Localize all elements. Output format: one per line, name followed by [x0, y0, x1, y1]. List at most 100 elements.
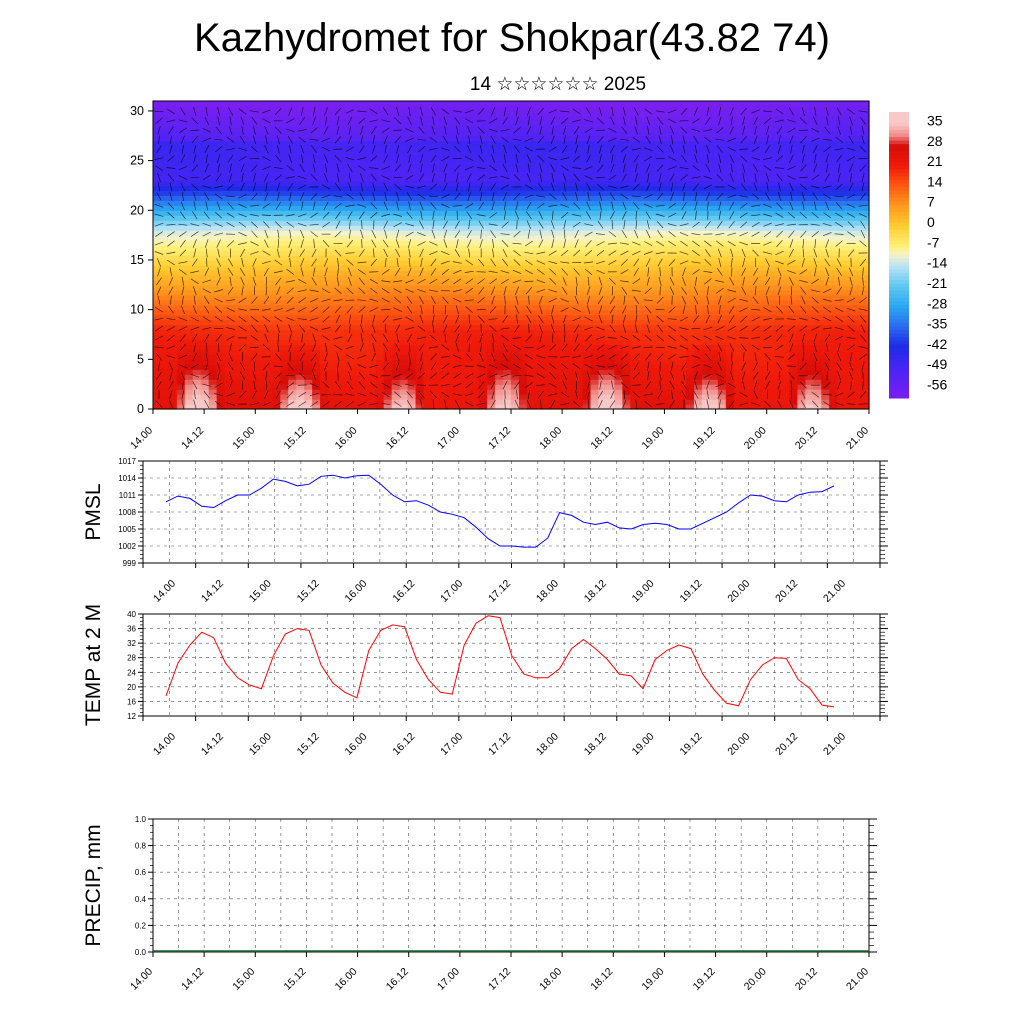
heatmap-cell — [335, 205, 345, 211]
heatmap-cell — [789, 319, 798, 326]
heatmap-cell — [495, 264, 504, 271]
heatmap-cell — [813, 195, 822, 201]
heatmap-cell — [582, 269, 592, 276]
heatmap-cell — [797, 150, 806, 157]
heatmap-cell — [391, 299, 401, 306]
heatmap-cell — [662, 329, 671, 336]
heatmap-cell — [503, 245, 512, 251]
heatmap-cell — [693, 165, 703, 172]
heatmap-cell — [550, 344, 560, 350]
heatmap-cell — [837, 304, 846, 311]
heatmap-cell — [343, 210, 353, 216]
heatmap-cell — [518, 319, 528, 326]
heatmap-cell — [526, 145, 536, 152]
heatmap-cell — [701, 404, 711, 410]
heatmap-cell — [288, 215, 297, 221]
heatmap-cell — [829, 334, 838, 341]
heatmap-cell — [153, 389, 162, 395]
heatmap-cell — [232, 404, 242, 410]
heatmap-cell — [797, 170, 806, 177]
heatmap-cell — [598, 384, 608, 390]
heatmap-cell — [534, 304, 544, 311]
heatmap-cell — [359, 130, 369, 137]
heatmap-cell — [495, 344, 504, 350]
heatmap-cell — [630, 399, 639, 405]
heatmap-cell — [232, 135, 242, 142]
heatmap-cell — [216, 155, 226, 162]
heatmap-cell — [447, 140, 456, 147]
heatmap-cell — [805, 379, 814, 385]
heatmap-cell — [335, 185, 345, 192]
heatmap-cell — [431, 379, 440, 385]
heatmap-cell — [797, 279, 806, 286]
heatmap-cell — [797, 369, 806, 375]
heatmap-cell — [200, 274, 210, 281]
heatmap-cell — [224, 240, 234, 246]
heatmap-cell — [741, 200, 751, 206]
heatmap-cell — [693, 245, 703, 251]
heatmap-cell — [216, 259, 226, 266]
heatmap-cell — [240, 200, 250, 206]
heatmap-cell — [686, 314, 695, 321]
heatmap-cell — [542, 269, 552, 276]
heatmap-cell — [670, 344, 679, 350]
heatmap-cell — [701, 369, 711, 375]
heatmap-cell — [550, 185, 560, 192]
heatmap-cell — [391, 165, 401, 172]
heatmap-cell — [312, 145, 321, 152]
heatmap-cell — [280, 205, 289, 211]
heatmap-cell — [232, 259, 242, 266]
heatmap-cell — [701, 339, 711, 346]
heatmap-cell — [821, 324, 830, 331]
heatmap-cell — [216, 364, 226, 370]
heatmap-cell — [741, 175, 751, 182]
heatmap-cell — [829, 195, 838, 201]
heatmap-cell — [320, 264, 329, 271]
heatmap-cell — [749, 185, 759, 192]
heatmap-cell — [335, 329, 345, 336]
heatmap-cell — [359, 180, 369, 187]
heatmap-cell — [153, 309, 162, 316]
heatmap-cell — [439, 314, 448, 321]
heatmap-cell — [479, 404, 488, 410]
heatmap-cell — [638, 399, 647, 405]
heatmap-cell — [662, 379, 671, 385]
heatmap-cell — [431, 215, 440, 221]
heatmap-cell — [686, 245, 695, 251]
heatmap-cell — [264, 274, 273, 281]
heatmap-cell — [248, 269, 258, 276]
heatmap-cell — [646, 210, 655, 216]
heatmap-cell — [320, 240, 329, 246]
heatmap-cell — [487, 329, 496, 336]
heatmap-cell — [208, 250, 218, 256]
heatmap-cell — [797, 389, 806, 395]
heatmap-cell — [487, 255, 496, 261]
heatmap-cell — [359, 334, 369, 341]
heatmap-cell — [367, 140, 377, 147]
heatmap-cell — [375, 230, 385, 236]
heatmap-cell — [853, 165, 862, 172]
heatmap-cell — [495, 180, 504, 187]
heatmap-cell — [598, 220, 608, 226]
heatmap-cell — [757, 155, 767, 162]
heatmap-cell — [463, 180, 472, 187]
heatmap-cell — [471, 304, 480, 311]
heatmap-cell — [335, 324, 345, 331]
heatmap-cell — [391, 205, 401, 211]
heatmap-cell — [176, 379, 186, 385]
heatmap-cell — [176, 289, 186, 296]
heatmap-cell — [471, 359, 480, 365]
heatmap-cell — [471, 255, 480, 261]
heatmap-cell — [550, 339, 560, 346]
heatmap-cell — [590, 329, 600, 336]
heatmap-cell — [845, 304, 854, 311]
heatmap-cell — [709, 389, 719, 395]
heatmap-cell — [415, 389, 425, 395]
heatmap-cell — [837, 389, 846, 395]
heatmap-cell — [518, 160, 528, 167]
heatmap-cell — [709, 140, 719, 147]
heatmap-cell — [176, 165, 186, 172]
heatmap-cell — [837, 279, 846, 286]
heatmap-cell — [391, 180, 401, 187]
heatmap-cell — [678, 284, 687, 291]
